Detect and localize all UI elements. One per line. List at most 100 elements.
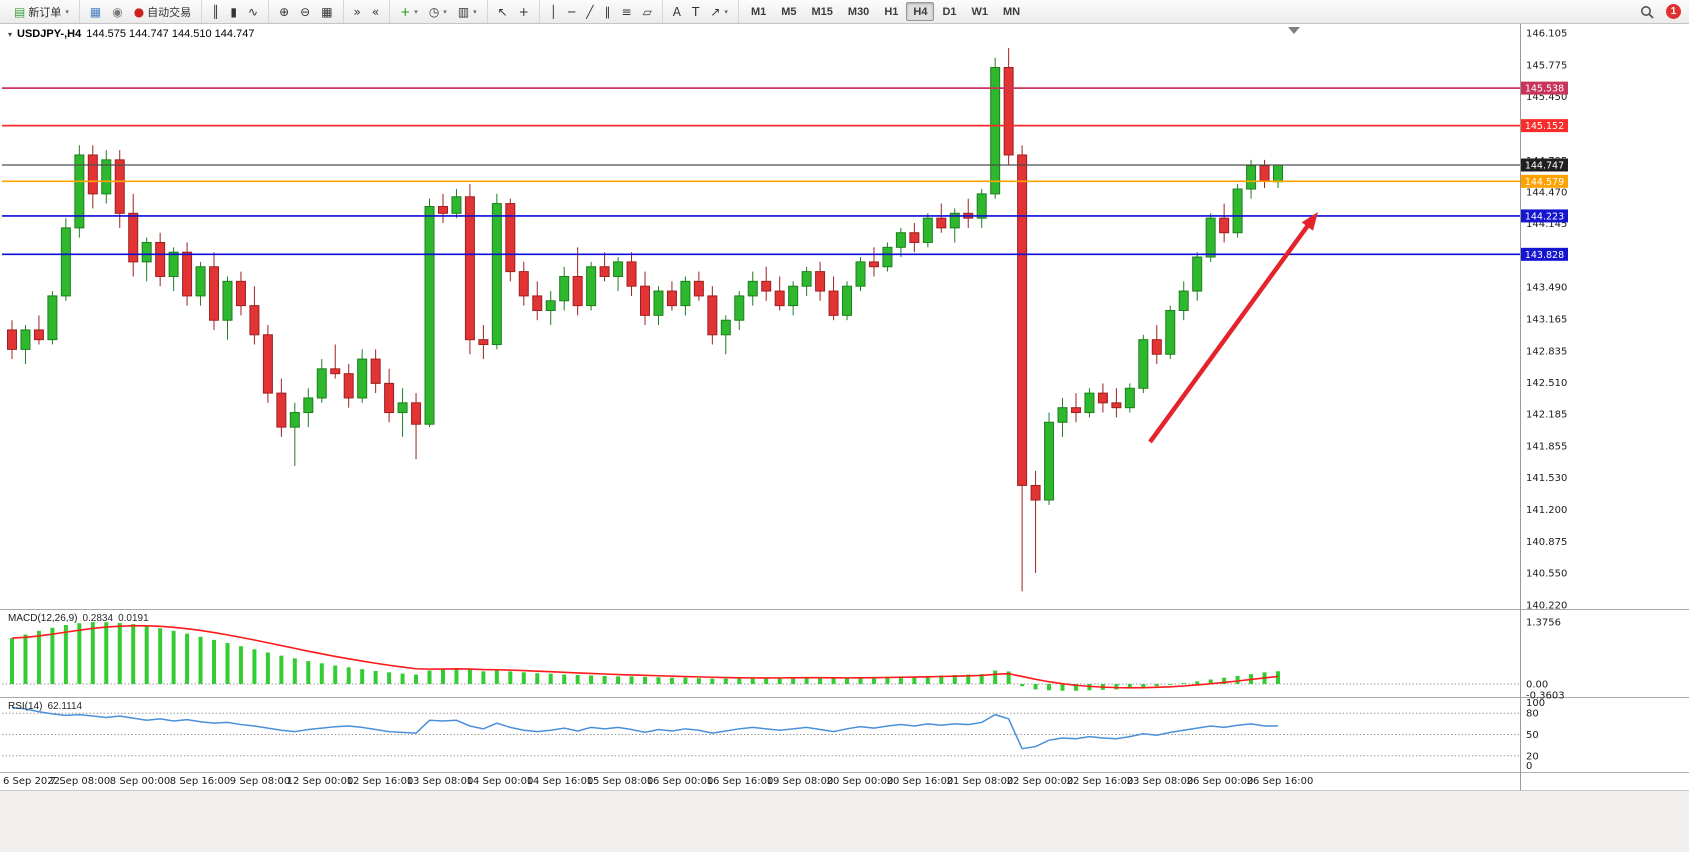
horizontal-line-button[interactable]: ─	[563, 2, 580, 21]
fibonacci-button[interactable]: ≡	[617, 2, 637, 21]
candle-body	[586, 266, 597, 307]
candle-body	[451, 196, 462, 214]
label-button[interactable]: T	[687, 2, 704, 21]
chart-shift-marker[interactable]	[1288, 27, 1300, 34]
candle-body	[316, 368, 327, 399]
price-badge-label: 144.223	[1525, 211, 1564, 222]
candle-body	[734, 295, 745, 321]
candle-body	[357, 358, 368, 399]
chart-shift-icon: «	[371, 4, 380, 19]
candle-body	[909, 232, 920, 243]
order-group: ▤ 新订单 ▾	[4, 0, 80, 23]
candle-body	[20, 329, 31, 350]
chart-window: 1.3756 0.00 -0.3603 100 80 50 20 0 146.105 145.77…	[0, 24, 1689, 852]
price-axis-label: 145.450	[1526, 92, 1567, 103]
periods-button[interactable]: ◷ ▾	[424, 2, 452, 21]
timeframe-button-h1[interactable]: H1	[884, 5, 899, 18]
candle-body	[262, 334, 273, 394]
candle-body	[397, 402, 408, 414]
candle-body	[1017, 154, 1028, 486]
candle-body	[626, 261, 637, 287]
channel-button[interactable]: ∥	[600, 2, 616, 21]
line-chart-button[interactable]: ∿	[243, 2, 263, 21]
candle-body	[545, 300, 556, 311]
time-axis-label: 22 Sep 16:00	[1067, 776, 1134, 787]
zoom-out-button[interactable]: ⊖	[295, 2, 315, 21]
time-axis-label: 14 Sep 16:00	[527, 776, 594, 787]
time-axis-label: 8 Sep 00:00	[110, 776, 170, 787]
new-order-button[interactable]: ▤ 新订单 ▾	[9, 2, 74, 21]
cursor-icon: ↖	[497, 4, 508, 19]
candle-body	[478, 339, 489, 346]
timeframe-button-w1[interactable]: W1	[971, 5, 989, 18]
chart-menu-icon[interactable]: ▾	[8, 30, 13, 39]
price-badge-label: 145.538	[1525, 84, 1564, 95]
auto-scroll-button[interactable]: »	[349, 2, 366, 21]
chart-shift-button[interactable]: «	[367, 2, 384, 21]
arrows-button[interactable]: ↗ ▾	[705, 2, 733, 21]
autotrading-button[interactable]: ● 自动交易	[129, 2, 196, 21]
tile-windows-icon: ▦	[321, 4, 333, 19]
macd-axis-label: 1.3756	[1526, 618, 1561, 629]
add-indicator-button[interactable]: + ▾	[395, 2, 423, 21]
candle-body	[276, 392, 287, 428]
notification-badge[interactable]: 1	[1666, 4, 1681, 19]
shapes-icon: ▱	[642, 4, 652, 19]
timeframe-button-d1[interactable]: D1	[942, 5, 957, 18]
tile-windows-button[interactable]: ▦	[316, 2, 337, 21]
cursor-button[interactable]: ↖	[493, 2, 513, 21]
timeframe-button-mn[interactable]: MN	[1003, 5, 1021, 18]
vertical-line-button[interactable]: │	[545, 2, 562, 21]
time-axis-label: 20 Sep 16:00	[887, 776, 954, 787]
channel-icon: ∥	[604, 4, 611, 19]
candle-body	[33, 329, 44, 341]
candle-body	[114, 159, 125, 214]
line-chart-icon: ∿	[248, 4, 259, 19]
profiles-button[interactable]: ◉	[107, 2, 127, 21]
text-button[interactable]: A	[668, 2, 686, 21]
candle-body	[868, 261, 879, 268]
candlestick-chart-button[interactable]: ▮	[225, 2, 242, 21]
candle-body	[1111, 402, 1122, 409]
crosshair-icon: +	[518, 4, 529, 19]
new-order-icon: ▤	[14, 4, 26, 19]
candle-body	[518, 271, 529, 297]
candle-body	[1178, 290, 1189, 311]
timeframe-button-m1[interactable]: M1	[750, 5, 767, 18]
search-button[interactable]	[1635, 2, 1659, 21]
candle-body	[855, 261, 866, 287]
time-axis-label: 23 Sep 08:00	[1127, 776, 1194, 787]
templates-button[interactable]: ▥ ▾	[453, 2, 482, 21]
trendline-button[interactable]: ╱	[581, 2, 598, 21]
price-axis-label: 141.855	[1526, 442, 1567, 453]
candle-body	[532, 295, 543, 311]
candle-body	[1273, 164, 1283, 183]
price-badge-144.747	[1521, 158, 1568, 172]
timeframe-button-h4[interactable]: H4	[906, 2, 935, 21]
new-chart-icon: ▦	[89, 4, 102, 19]
shapes-button[interactable]: ▱	[638, 2, 657, 21]
timeframe-button-m30[interactable]: M30	[847, 5, 870, 18]
crosshair-button[interactable]: +	[514, 2, 534, 21]
timeframe-button-m5[interactable]: M5	[781, 5, 797, 18]
candle-body	[707, 295, 718, 336]
zoom-in-button[interactable]: ⊕	[274, 2, 294, 21]
candle-body	[693, 280, 704, 297]
trend-arrow-head	[1301, 212, 1318, 231]
candle-body	[209, 266, 220, 321]
trend-arrow[interactable]	[1148, 222, 1311, 444]
timeframe-button-m15[interactable]: M15	[811, 5, 833, 18]
rsi-axis-label: 100	[1526, 698, 1545, 709]
time-axis-label: 19 Sep 08:00	[767, 776, 834, 787]
candle-body	[384, 382, 395, 414]
time-axis-label: 21 Sep 08:00	[947, 776, 1014, 787]
new-chart-button[interactable]: ▦	[85, 2, 106, 21]
bar-chart-button[interactable]: ║	[207, 2, 224, 21]
candle-body	[491, 203, 502, 346]
macd-signal-line	[11, 624, 1279, 689]
time-axis-label: 6 Sep 2022	[3, 776, 60, 787]
candle-body	[572, 275, 583, 307]
price-axis-label: 143.490	[1526, 283, 1567, 294]
dropdown-caret-icon: ▾	[443, 8, 447, 16]
